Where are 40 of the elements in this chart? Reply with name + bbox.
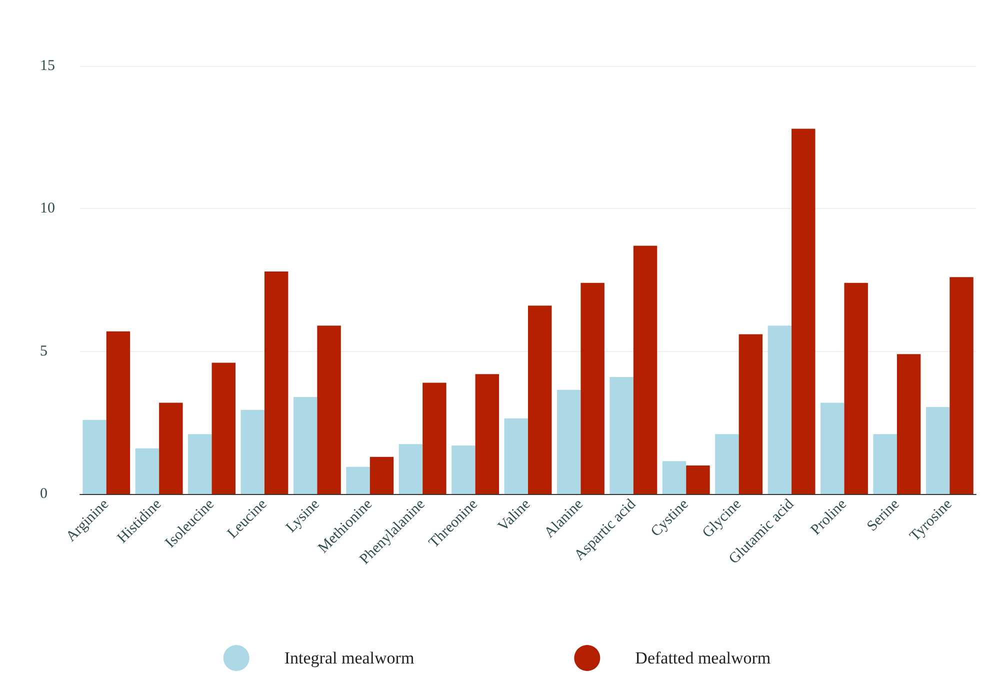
bar [370,456,394,494]
y-tick-label: 10 [40,200,55,217]
y-tick-label: 15 [40,58,55,74]
bar [504,418,528,494]
bar [346,466,370,494]
legend-label: Integral mealworm [284,648,414,668]
bar [422,382,446,494]
legend-label: Defatted mealworm [635,648,771,668]
bar [240,410,264,494]
bar [792,128,816,494]
bar [715,434,739,494]
bar [926,406,950,494]
bar [264,271,288,494]
y-tick-label: 5 [40,343,48,360]
bar [950,277,974,494]
bar [106,331,130,494]
bar [188,434,212,494]
bar [896,354,921,494]
bar [686,465,710,494]
bar [528,306,552,494]
bar [317,326,341,494]
bar [580,282,604,494]
bar [556,390,581,494]
bar [212,362,236,494]
bar [610,377,634,494]
bar [452,445,476,494]
bar [844,282,868,494]
bar [293,396,318,494]
y-tick-label: 0 [40,486,48,502]
bar [82,420,106,494]
bar [662,461,686,494]
bar [135,448,160,494]
bar [633,246,658,494]
bar [475,374,500,494]
bar [159,402,183,494]
bar [738,334,763,494]
bar [768,326,792,494]
bar [820,402,844,494]
bar [398,444,423,494]
bar [873,434,897,494]
